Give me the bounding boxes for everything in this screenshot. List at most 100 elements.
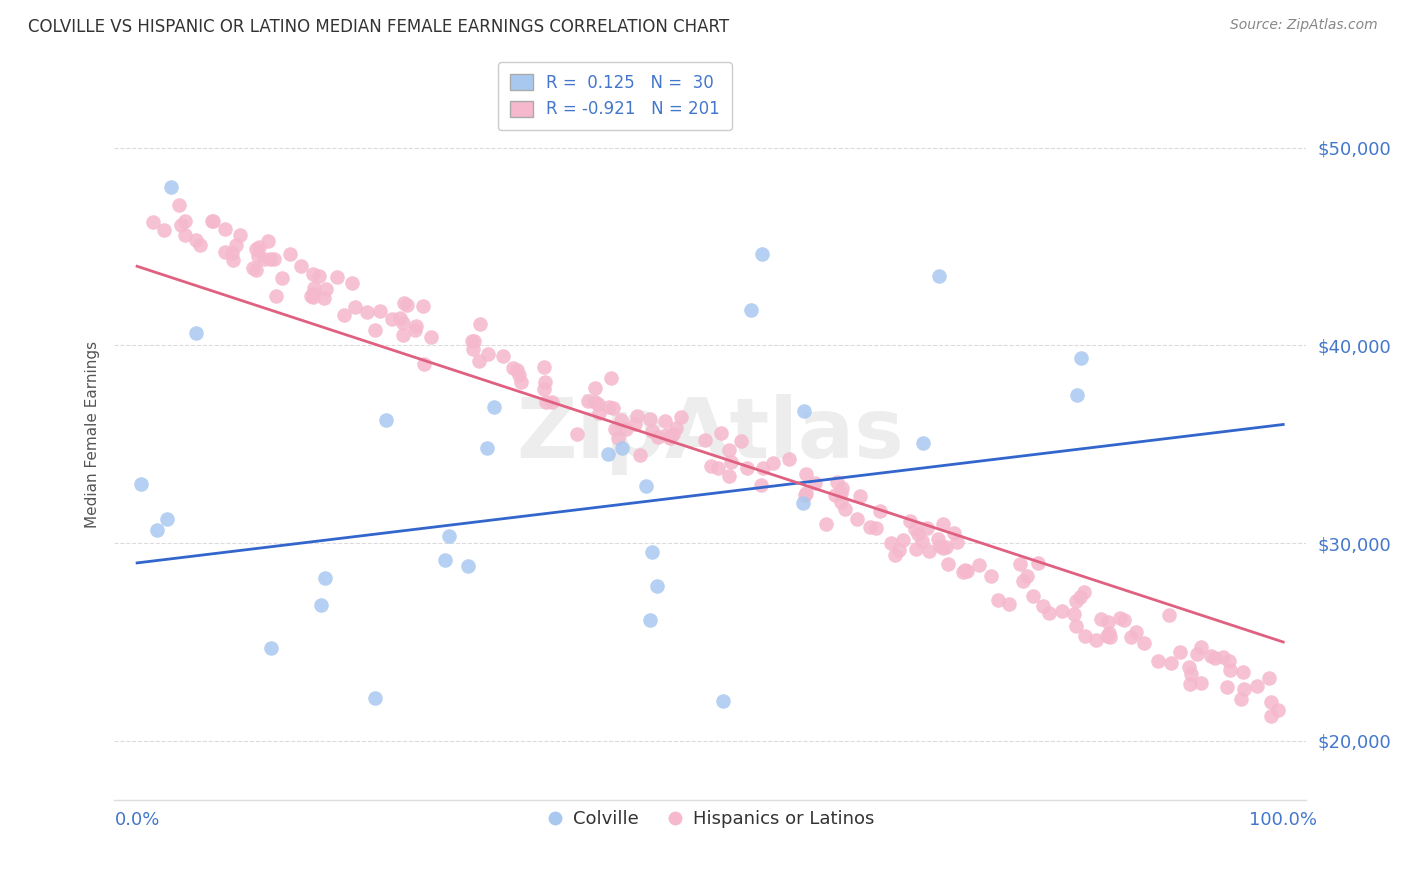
Point (228, 228, 250, 243)
Point (936, 557, 959, 571)
Point (578, 394, 600, 409)
Point (606, 431, 628, 445)
Point (717, 468, 740, 483)
Point (869, 504, 891, 518)
Point (752, 461, 775, 475)
Point (693, 433, 716, 447)
Point (887, 543, 910, 558)
Point (364, 690, 387, 705)
Point (655, 428, 678, 442)
Point (880, 536, 903, 550)
Point (541, 394, 564, 409)
Point (1066, 594, 1088, 608)
Point (793, 404, 815, 418)
Point (1119, 630, 1142, 644)
Y-axis label: Median Female Earnings: Median Female Earnings (86, 341, 100, 528)
Point (1160, 656, 1182, 670)
Point (1015, 569, 1038, 583)
Point (302, 286, 325, 301)
Point (245, 262, 267, 277)
Point (998, 597, 1021, 611)
Point (1170, 645, 1192, 659)
Point (911, 534, 934, 549)
Point (412, 299, 434, 313)
Point (671, 410, 693, 425)
Point (222, 252, 245, 267)
Point (263, 252, 285, 267)
Point (610, 413, 633, 427)
Point (1177, 659, 1199, 673)
Point (596, 447, 619, 461)
Point (1219, 663, 1241, 677)
Point (612, 441, 634, 455)
Point (146, 524, 169, 538)
Point (1022, 590, 1045, 604)
Point (170, 218, 193, 232)
Point (1109, 611, 1132, 625)
Point (1125, 624, 1147, 639)
Point (461, 342, 484, 356)
Point (380, 312, 402, 326)
Point (299, 288, 322, 302)
Point (174, 213, 197, 227)
Point (898, 514, 921, 528)
Point (778, 452, 800, 467)
Point (278, 247, 301, 261)
Point (375, 413, 398, 427)
Point (533, 382, 555, 396)
Point (1204, 651, 1226, 665)
Point (751, 247, 773, 261)
Point (1147, 654, 1170, 668)
Point (477, 347, 499, 361)
Point (928, 269, 950, 284)
Point (160, 180, 183, 194)
Point (917, 521, 939, 535)
Point (314, 571, 336, 585)
Point (717, 443, 740, 458)
Point (904, 522, 927, 536)
Point (304, 281, 326, 295)
Point (153, 223, 176, 237)
Point (952, 565, 974, 579)
Point (1246, 679, 1268, 693)
Point (491, 350, 513, 364)
Point (405, 318, 427, 333)
Point (1063, 607, 1085, 622)
Point (534, 395, 557, 409)
Point (264, 288, 287, 302)
Point (831, 482, 853, 496)
Point (509, 375, 531, 389)
Point (720, 455, 742, 469)
Point (404, 323, 426, 337)
Point (654, 414, 676, 428)
Point (201, 214, 224, 228)
Point (935, 540, 957, 554)
Point (849, 489, 872, 503)
Point (392, 296, 415, 310)
Point (1050, 604, 1073, 618)
Point (1232, 665, 1254, 680)
Point (202, 214, 225, 228)
Point (1218, 654, 1240, 668)
Point (638, 411, 661, 425)
Point (1178, 677, 1201, 691)
Legend: Colville, Hispanics or Latinos: Colville, Hispanics or Latinos (538, 803, 882, 835)
Point (343, 300, 366, 314)
Point (1260, 695, 1282, 709)
Point (803, 476, 825, 491)
Point (311, 598, 333, 612)
Point (825, 475, 848, 489)
Point (325, 269, 347, 284)
Point (710, 426, 733, 441)
Point (1073, 585, 1095, 599)
Point (252, 252, 274, 266)
Point (1230, 692, 1253, 706)
Point (174, 227, 197, 242)
Point (131, 477, 153, 491)
Point (907, 527, 929, 541)
Point (1066, 388, 1088, 402)
Point (932, 516, 955, 531)
Point (932, 541, 955, 555)
Point (468, 354, 491, 368)
Point (567, 427, 589, 442)
